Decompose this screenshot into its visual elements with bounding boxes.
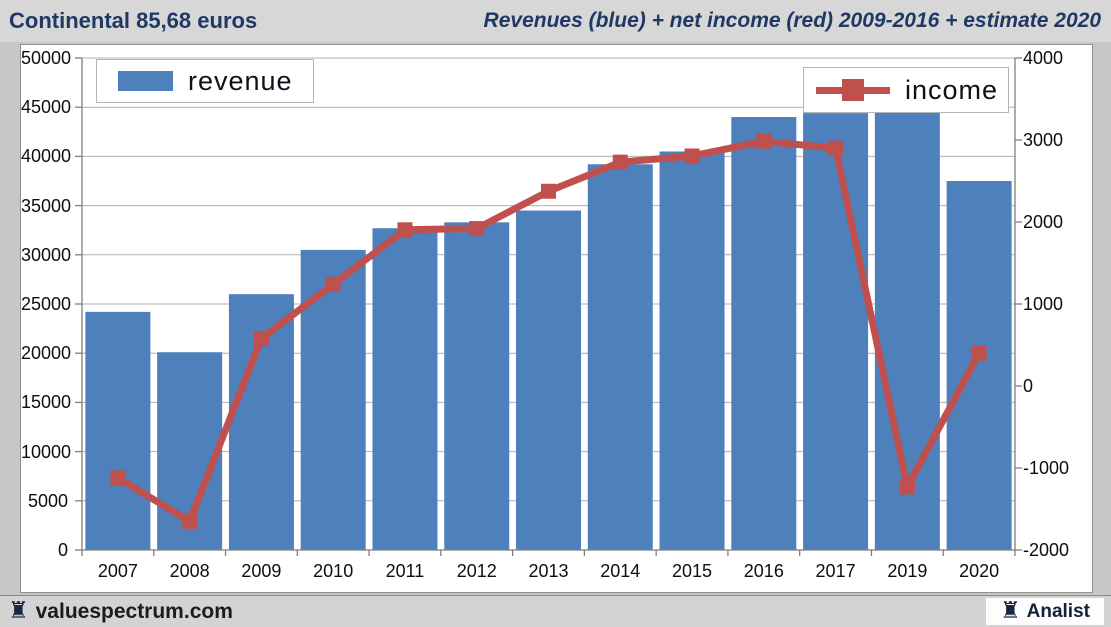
revenue-bar-2020	[946, 181, 1012, 550]
legend-revenue-label: revenue	[188, 65, 293, 96]
y-axis-label-right: -2000	[1023, 540, 1070, 560]
x-axis-label: 2016	[743, 561, 784, 581]
rook-icon: ♜	[8, 598, 29, 624]
x-axis-label: 2020	[959, 561, 1000, 581]
income-marker-2012	[469, 221, 485, 237]
chart-subtitle: Revenues (blue) + net income (red) 2009-…	[483, 9, 1101, 32]
income-marker-2011	[397, 222, 413, 238]
header-bar: Continental 85,68 euros Revenues (blue) …	[0, 0, 1111, 42]
income-marker-2019	[899, 479, 915, 495]
y-axis-label-left: 15000	[21, 392, 72, 413]
income-marker-2009	[253, 330, 269, 346]
y-axis-label-left: 40000	[21, 146, 72, 167]
revenue-bar-2007	[85, 311, 151, 550]
x-axis-label: 2017	[815, 561, 856, 581]
stock-title: Continental 85,68 euros	[9, 8, 258, 33]
revenue-bar-2010	[300, 249, 366, 550]
y-axis-label-left: 25000	[21, 294, 72, 314]
income-marker-glyph	[842, 79, 864, 101]
income-swatch-icon	[816, 78, 890, 102]
footer-bar: ♜ valuespectrum.com ♜ Analist	[0, 595, 1111, 627]
income-marker-2020	[971, 345, 987, 361]
y-axis-label-right: 2000	[1023, 212, 1064, 232]
x-axis-label: 2010	[313, 561, 354, 581]
y-axis-label-left: 30000	[21, 244, 72, 265]
chart-area: revenue income 0 5000 10000 15000 20000 25000…	[20, 44, 1093, 593]
legend-income: income	[803, 67, 1009, 113]
revenue-bar-2011	[372, 228, 438, 550]
x-axis-label: 2014	[600, 561, 641, 581]
x-axis-label: 2011	[385, 561, 425, 581]
y-axis-label-left: 45000	[21, 97, 72, 118]
x-axis-label: 2007	[97, 561, 138, 581]
income-marker-2010	[325, 276, 341, 292]
x-axis-label: 2012	[456, 561, 497, 581]
revenue-bar-2016	[731, 117, 797, 550]
y-axis-label-left: 0	[57, 540, 68, 560]
site-branding: ♜ valuespectrum.com	[8, 596, 233, 627]
revenue-bar-2017	[803, 113, 869, 550]
rook-icon-analist: ♜	[1000, 598, 1021, 624]
revenue-swatch-icon	[118, 71, 173, 91]
income-marker-2013	[541, 183, 556, 199]
income-marker-2007	[110, 470, 126, 486]
y-axis-label-left: 20000	[21, 343, 72, 364]
site-name: valuespectrum.com	[35, 599, 233, 623]
revenue-bar-2012	[444, 222, 510, 550]
legend-revenue: revenue	[96, 59, 314, 103]
income-marker-2016	[756, 133, 772, 149]
x-axis-label: 2008	[169, 561, 210, 581]
y-axis-label-right: 0	[1023, 376, 1034, 396]
income-marker-2014	[612, 154, 628, 170]
legend-income-label: income	[905, 74, 999, 105]
x-axis-label: 2009	[241, 561, 282, 581]
revenue-bar-2014	[587, 164, 653, 550]
y-axis-label-right: 4000	[1023, 48, 1064, 68]
x-axis-label: 2013	[528, 561, 569, 581]
revenue-bar-2015	[659, 151, 725, 550]
brand-name: Analist	[1026, 600, 1090, 622]
y-axis-label-left: 5000	[27, 490, 68, 511]
y-axis-label-left: 35000	[21, 195, 72, 216]
revenue-bar-2013	[516, 210, 581, 550]
y-axis-label-left: 10000	[21, 441, 72, 462]
plot-svg	[75, 57, 1022, 556]
income-marker-2008	[182, 513, 198, 529]
y-axis-label-right: 3000	[1023, 130, 1064, 150]
y-axis-label-left: 50000	[21, 48, 72, 68]
y-axis-label-right: -1000	[1023, 458, 1070, 478]
y-axis-label-right: 1000	[1023, 294, 1064, 314]
income-marker-2017	[828, 140, 844, 156]
x-axis-label: 2019	[887, 561, 928, 581]
income-marker-2015	[684, 148, 700, 164]
x-axis-label: 2015	[672, 561, 713, 581]
analist-badge: ♜ Analist	[986, 598, 1104, 625]
